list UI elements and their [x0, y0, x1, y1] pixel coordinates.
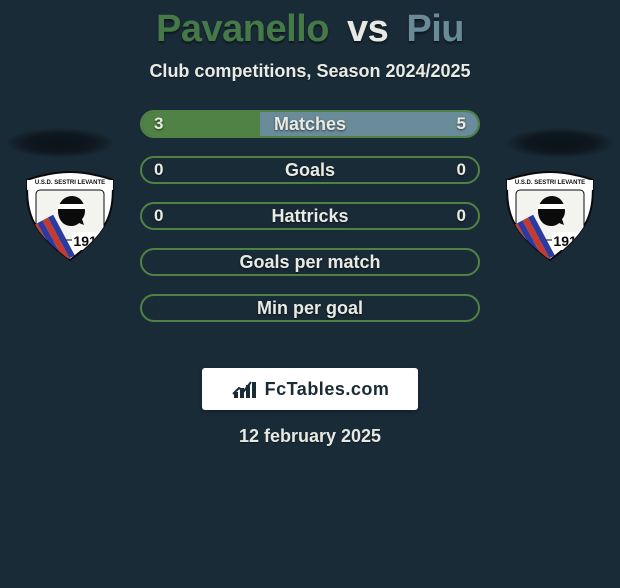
stat-bar-goals: 0 0 Goals — [140, 156, 480, 184]
stat-right-value: 5 — [457, 112, 466, 136]
left-shadow — [5, 128, 115, 158]
stat-label: Goals per match — [239, 252, 380, 273]
svg-text:1919: 1919 — [553, 233, 584, 249]
stat-bar-hattricks: 0 0 Hattricks — [140, 202, 480, 230]
subtitle: Club competitions, Season 2024/2025 — [0, 61, 620, 82]
fctables-logo: FcTables.com — [202, 368, 418, 410]
player2-name: Piu — [406, 8, 464, 50]
stat-bar-matches: 3 5 Matches — [140, 110, 480, 138]
stat-left-value: 0 — [154, 204, 163, 228]
bar-chart-icon — [231, 378, 259, 400]
player1-name: Pavanello — [156, 8, 329, 50]
stat-label: Goals — [285, 160, 335, 181]
stat-bars: 3 5 Matches 0 0 Goals 0 0 Hattricks Goals per mat… — [140, 110, 480, 340]
svg-text:U.S.D. SESTRI LEVANTE: U.S.D. SESTRI LEVANTE — [515, 180, 585, 186]
comparison-title: Pavanello vs Piu — [0, 8, 620, 51]
right-shadow — [505, 128, 615, 158]
right-club-badge: U.S.D. SESTRI LEVANTE 1919 — [500, 170, 600, 262]
svg-text:1919: 1919 — [73, 233, 104, 249]
logo-text: FcTables.com — [265, 379, 390, 400]
stat-bar-min-per-goal: Min per goal — [140, 294, 480, 322]
stat-left-value: 3 — [154, 112, 163, 136]
stat-bar-goals-per-match: Goals per match — [140, 248, 480, 276]
stat-label: Min per goal — [257, 298, 363, 319]
stat-right-value: 0 — [457, 158, 466, 182]
stat-right-value: 0 — [457, 204, 466, 228]
stat-left-value: 0 — [154, 158, 163, 182]
snapshot-date: 12 february 2025 — [0, 426, 620, 447]
title-vs: vs — [347, 8, 388, 50]
left-club-badge: U.S.D. SESTRI LEVANTE 1919 — [20, 170, 120, 262]
stat-label: Matches — [274, 114, 346, 135]
stat-label: Hattricks — [271, 206, 348, 227]
stats-stage: 3 5 Matches 0 0 Goals 0 0 Hattricks Goals per mat… — [0, 110, 620, 350]
svg-text:U.S.D. SESTRI LEVANTE: U.S.D. SESTRI LEVANTE — [35, 180, 105, 186]
